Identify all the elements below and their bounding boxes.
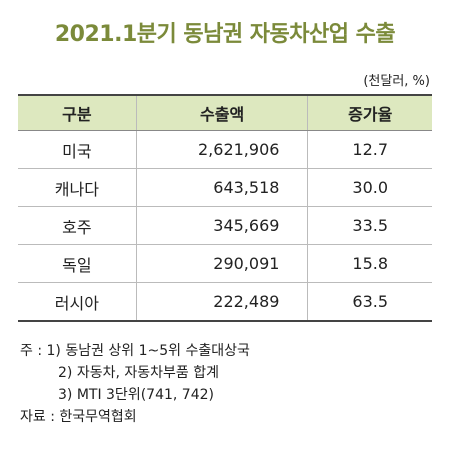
header-rate: 증가율 <box>307 95 432 131</box>
footnote-3: 3) MTI 3단위(741, 742) <box>58 387 214 403</box>
footnote-1: 주 : 1) 동남권 상위 1~5위 수출대상국 <box>20 343 250 359</box>
row-export: 222,489 <box>135 282 308 321</box>
row-rate: 33.5 <box>307 206 432 245</box>
row-category: 호주 <box>18 206 137 245</box>
table-title: 2021.1분기 동남권 자동차산업 수출 <box>54 22 396 47</box>
table-row: 캐나다 643,518 30.0 <box>18 168 432 207</box>
row-rate: 15.8 <box>307 244 432 283</box>
row-category: 러시아 <box>54 293 99 313</box>
header-category: 구분 <box>18 95 137 131</box>
table-row: 러시아 222,489 63.5 <box>18 282 432 321</box>
footnote-2: 2) 자동차, 자동차부품 합계 <box>58 365 219 381</box>
table-row: 미국 2,621,906 12.7 <box>18 130 432 169</box>
row-category: 미국 <box>18 130 137 169</box>
row-rate: 63.5 <box>307 282 432 321</box>
table-row: 호주 345,669 33.5 <box>18 206 432 245</box>
row-export: 643,518 <box>135 168 308 207</box>
row-export: 290,091 <box>135 244 308 283</box>
row-export: 2,621,906 <box>135 130 308 169</box>
export-table: 구분 수출액 증가율 미국 2,621,906 12.7 캐나다 643,518… <box>18 94 432 322</box>
row-category: 독일 <box>18 244 137 283</box>
table-header-row: 구분 수출액 증가율 <box>18 95 432 131</box>
row-category: 캐나다 <box>18 168 137 207</box>
source-note: 자료 : 한국무역협회 <box>20 409 137 425</box>
unit-label: (천달러, %) <box>363 74 430 89</box>
table-row: 독일 290,091 15.8 <box>18 244 432 283</box>
row-export: 345,669 <box>135 206 308 245</box>
footnotes: 주 : 1) 동남권 상위 1~5위 수출대상국 2) 자동차, 자동차부품 합… <box>20 340 250 428</box>
header-export: 수출액 <box>135 95 308 131</box>
row-rate: 30.0 <box>307 168 432 207</box>
row-rate: 12.7 <box>307 130 432 169</box>
